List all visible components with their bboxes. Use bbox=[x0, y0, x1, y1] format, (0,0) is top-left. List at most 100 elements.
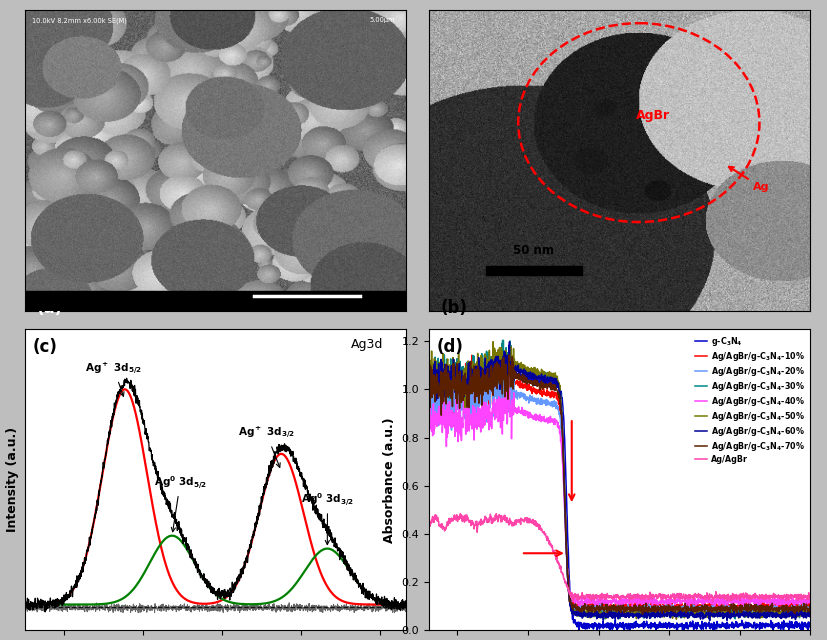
Ag/AgBr bbox=[642, 594, 652, 602]
Ag/AgBr/g-C$_3$N$_4$-60% bbox=[642, 610, 652, 618]
Ag/AgBr/g-C$_3$N$_4$-40% bbox=[628, 603, 638, 611]
Bar bbox=[486, 266, 581, 275]
Ag/AgBr/g-C$_3$N$_4$-10% bbox=[805, 604, 815, 612]
Line: Ag/AgBr/g-C$_3$N$_4$-20%: Ag/AgBr/g-C$_3$N$_4$-20% bbox=[429, 370, 810, 614]
Ag/AgBr/g-C$_3$N$_4$-60% bbox=[594, 612, 604, 620]
Text: (b): (b) bbox=[441, 299, 467, 317]
Ag/AgBr/g-C$_3$N$_4$-50% bbox=[454, 349, 464, 357]
Ag/AgBr/g-C$_3$N$_4$-30% bbox=[469, 373, 479, 381]
Ag/AgBr/g-C$_3$N$_4$-70% bbox=[454, 388, 464, 396]
Ag/AgBr/g-C$_3$N$_4$-60% bbox=[601, 612, 611, 620]
Line: Ag/AgBr/g-C$_3$N$_4$-30%: Ag/AgBr/g-C$_3$N$_4$-30% bbox=[429, 340, 810, 619]
Ag/AgBr bbox=[805, 594, 815, 602]
Ag/AgBr/g-C$_3$N$_4$-60% bbox=[705, 617, 715, 625]
g-C$_3$N$_4$ bbox=[504, 341, 514, 349]
Ag/AgBr/g-C$_3$N$_4$-20% bbox=[469, 399, 479, 406]
Ag/AgBr/g-C$_3$N$_4$-70% bbox=[638, 611, 648, 618]
Ag/AgBr/g-C$_3$N$_4$-10% bbox=[469, 391, 479, 399]
Text: Ag: Ag bbox=[729, 167, 770, 193]
Text: Ag3d: Ag3d bbox=[351, 338, 383, 351]
Text: AgBr: AgBr bbox=[636, 109, 670, 122]
Ag/AgBr bbox=[454, 515, 464, 523]
Ag/AgBr/g-C$_3$N$_4$-20% bbox=[424, 384, 434, 392]
g-C$_3$N$_4$ bbox=[601, 620, 611, 628]
Ag/AgBr/g-C$_3$N$_4$-20% bbox=[490, 366, 500, 374]
Ag/AgBr/g-C$_3$N$_4$-40% bbox=[454, 412, 464, 420]
Ag/AgBr/g-C$_3$N$_4$-10% bbox=[424, 394, 434, 402]
Ag/AgBr/g-C$_3$N$_4$-10% bbox=[642, 599, 652, 607]
g-C$_3$N$_4$ bbox=[469, 381, 479, 388]
Ag/AgBr/g-C$_3$N$_4$-10% bbox=[506, 350, 516, 358]
Ag/AgBr/g-C$_3$N$_4$-50% bbox=[805, 607, 815, 615]
Ag/AgBr/g-C$_3$N$_4$-20% bbox=[601, 602, 611, 609]
g-C$_3$N$_4$ bbox=[592, 627, 602, 634]
Ag/AgBr/g-C$_3$N$_4$-50% bbox=[594, 606, 604, 614]
Text: 10.0kV 8.2mm x6.00k SE(M): 10.0kV 8.2mm x6.00k SE(M) bbox=[32, 17, 127, 24]
Ag/AgBr/g-C$_3$N$_4$-70% bbox=[586, 602, 596, 610]
Ag/AgBr/g-C$_3$N$_4$-70% bbox=[594, 604, 604, 612]
Text: Ag$^0$ 3d$_{3/2}$: Ag$^0$ 3d$_{3/2}$ bbox=[301, 492, 354, 545]
Ag/AgBr/g-C$_3$N$_4$-40% bbox=[594, 596, 604, 604]
Text: (a): (a) bbox=[36, 299, 62, 317]
Ag/AgBr/g-C$_3$N$_4$-40% bbox=[805, 596, 815, 604]
Ag/AgBr/g-C$_3$N$_4$-10% bbox=[586, 605, 596, 613]
Ag/AgBr bbox=[424, 513, 434, 521]
Ag/AgBr/g-C$_3$N$_4$-30% bbox=[594, 608, 604, 616]
Ag/AgBr/g-C$_3$N$_4$-30% bbox=[805, 612, 815, 620]
Ag/AgBr/g-C$_3$N$_4$-10% bbox=[594, 603, 604, 611]
Ag/AgBr bbox=[470, 522, 480, 529]
Ag/AgBr/g-C$_3$N$_4$-30% bbox=[586, 611, 596, 618]
Line: g-C$_3$N$_4$: g-C$_3$N$_4$ bbox=[429, 345, 810, 630]
Ag/AgBr/g-C$_3$N$_4$-60% bbox=[504, 338, 514, 346]
Ag/AgBr/g-C$_3$N$_4$-40% bbox=[424, 413, 434, 420]
Text: 50 nm: 50 nm bbox=[514, 244, 554, 257]
Y-axis label: Intensity (a.u.): Intensity (a.u.) bbox=[7, 427, 19, 532]
Line: Ag/AgBr/g-C$_3$N$_4$-10%: Ag/AgBr/g-C$_3$N$_4$-10% bbox=[429, 354, 810, 612]
g-C$_3$N$_4$ bbox=[586, 621, 596, 628]
Ag/AgBr/g-C$_3$N$_4$-20% bbox=[594, 608, 604, 616]
Legend: g-C$_3$N$_4$, Ag/AgBr/g-C$_3$N$_4$-10%, Ag/AgBr/g-C$_3$N$_4$-20%, Ag/AgBr/g-C$_3: g-C$_3$N$_4$, Ag/AgBr/g-C$_3$N$_4$-10%, … bbox=[693, 333, 806, 465]
g-C$_3$N$_4$ bbox=[454, 381, 464, 388]
Ag/AgBr/g-C$_3$N$_4$-40% bbox=[586, 596, 596, 604]
Line: Ag/AgBr/g-C$_3$N$_4$-70%: Ag/AgBr/g-C$_3$N$_4$-70% bbox=[429, 355, 810, 614]
Ag/AgBr/g-C$_3$N$_4$-60% bbox=[586, 613, 596, 621]
Ag/AgBr bbox=[586, 593, 596, 600]
Ag/AgBr/g-C$_3$N$_4$-40% bbox=[642, 596, 652, 604]
Ag/AgBr/g-C$_3$N$_4$-50% bbox=[424, 374, 434, 381]
Ag/AgBr/g-C$_3$N$_4$-30% bbox=[424, 373, 434, 381]
g-C$_3$N$_4$ bbox=[424, 366, 434, 374]
Line: Ag/AgBr/g-C$_3$N$_4$-50%: Ag/AgBr/g-C$_3$N$_4$-50% bbox=[429, 342, 810, 619]
Ag/AgBr bbox=[601, 595, 611, 602]
Ag/AgBr/g-C$_3$N$_4$-30% bbox=[499, 337, 509, 344]
g-C$_3$N$_4$ bbox=[805, 624, 815, 632]
Ag/AgBr/g-C$_3$N$_4$-30% bbox=[454, 361, 464, 369]
Ag/AgBr bbox=[456, 510, 466, 518]
Ag/AgBr/g-C$_3$N$_4$-10% bbox=[454, 396, 464, 404]
Ag/AgBr/g-C$_3$N$_4$-20% bbox=[773, 611, 783, 618]
Ag/AgBr/g-C$_3$N$_4$-60% bbox=[805, 611, 815, 619]
Line: Ag/AgBr: Ag/AgBr bbox=[429, 514, 810, 602]
Text: 5.00μm: 5.00μm bbox=[369, 17, 394, 23]
Ag/AgBr/g-C$_3$N$_4$-20% bbox=[454, 392, 464, 399]
Ag/AgBr/g-C$_3$N$_4$-20% bbox=[586, 605, 596, 613]
Ag/AgBr/g-C$_3$N$_4$-50% bbox=[672, 615, 681, 623]
Text: Ag$^+$ 3d$_{5/2}$: Ag$^+$ 3d$_{5/2}$ bbox=[85, 361, 142, 396]
Ag/AgBr/g-C$_3$N$_4$-70% bbox=[642, 607, 652, 614]
Ag/AgBr/g-C$_3$N$_4$-70% bbox=[601, 601, 611, 609]
Bar bbox=[25, 291, 406, 311]
Ag/AgBr/g-C$_3$N$_4$-40% bbox=[500, 381, 510, 389]
Ag/AgBr/g-C$_3$N$_4$-30% bbox=[601, 609, 611, 617]
Ag/AgBr/g-C$_3$N$_4$-10% bbox=[798, 609, 808, 616]
Text: Ag$^0$ 3d$_{5/2}$: Ag$^0$ 3d$_{5/2}$ bbox=[154, 474, 207, 532]
Ag/AgBr/g-C$_3$N$_4$-10% bbox=[601, 602, 611, 610]
Ag/AgBr/g-C$_3$N$_4$-60% bbox=[454, 375, 464, 383]
Text: (c): (c) bbox=[32, 338, 57, 356]
Ag/AgBr/g-C$_3$N$_4$-40% bbox=[601, 600, 611, 607]
Ag/AgBr bbox=[708, 598, 718, 605]
Text: Ag$^+$ 3d$_{3/2}$: Ag$^+$ 3d$_{3/2}$ bbox=[238, 425, 294, 467]
Line: Ag/AgBr/g-C$_3$N$_4$-60%: Ag/AgBr/g-C$_3$N$_4$-60% bbox=[429, 342, 810, 621]
Ag/AgBr/g-C$_3$N$_4$-50% bbox=[601, 614, 611, 622]
Ag/AgBr/g-C$_3$N$_4$-30% bbox=[730, 615, 740, 623]
Text: (d): (d) bbox=[437, 338, 464, 356]
Ag/AgBr/g-C$_3$N$_4$-70% bbox=[805, 607, 815, 615]
